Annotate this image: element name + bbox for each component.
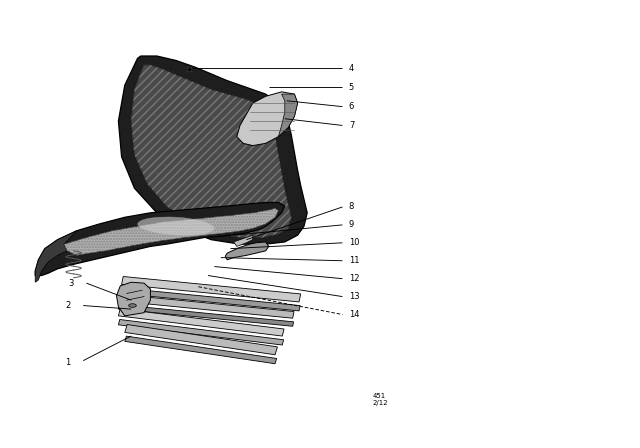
- Text: 11: 11: [349, 256, 359, 265]
- Polygon shape: [118, 56, 307, 244]
- Text: 9: 9: [349, 220, 354, 229]
- Polygon shape: [118, 319, 284, 345]
- Polygon shape: [116, 282, 150, 316]
- Text: 6: 6: [349, 102, 354, 111]
- Text: 7: 7: [349, 121, 354, 130]
- Polygon shape: [278, 94, 298, 137]
- Polygon shape: [122, 276, 301, 302]
- Text: 1: 1: [65, 358, 70, 367]
- Polygon shape: [125, 336, 276, 364]
- Polygon shape: [118, 309, 284, 336]
- Text: 8: 8: [349, 202, 354, 211]
- Polygon shape: [234, 235, 253, 246]
- Polygon shape: [125, 324, 277, 355]
- Text: 14: 14: [349, 310, 359, 319]
- Text: 451
2/12: 451 2/12: [372, 393, 388, 406]
- Polygon shape: [118, 294, 294, 318]
- Text: 5: 5: [349, 83, 354, 92]
- Polygon shape: [64, 208, 278, 255]
- Text: 3: 3: [68, 279, 74, 288]
- Text: 4: 4: [349, 64, 354, 73]
- Polygon shape: [35, 231, 77, 282]
- Polygon shape: [118, 305, 294, 326]
- Ellipse shape: [129, 304, 136, 307]
- Polygon shape: [122, 288, 300, 311]
- Polygon shape: [131, 65, 291, 237]
- Ellipse shape: [138, 217, 214, 236]
- Text: 10: 10: [349, 238, 359, 247]
- Text: 13: 13: [349, 292, 360, 301]
- Polygon shape: [35, 202, 285, 276]
- Text: 12: 12: [349, 274, 359, 283]
- Polygon shape: [225, 242, 269, 260]
- Polygon shape: [237, 92, 298, 146]
- Polygon shape: [166, 58, 250, 235]
- Text: 2: 2: [65, 301, 70, 310]
